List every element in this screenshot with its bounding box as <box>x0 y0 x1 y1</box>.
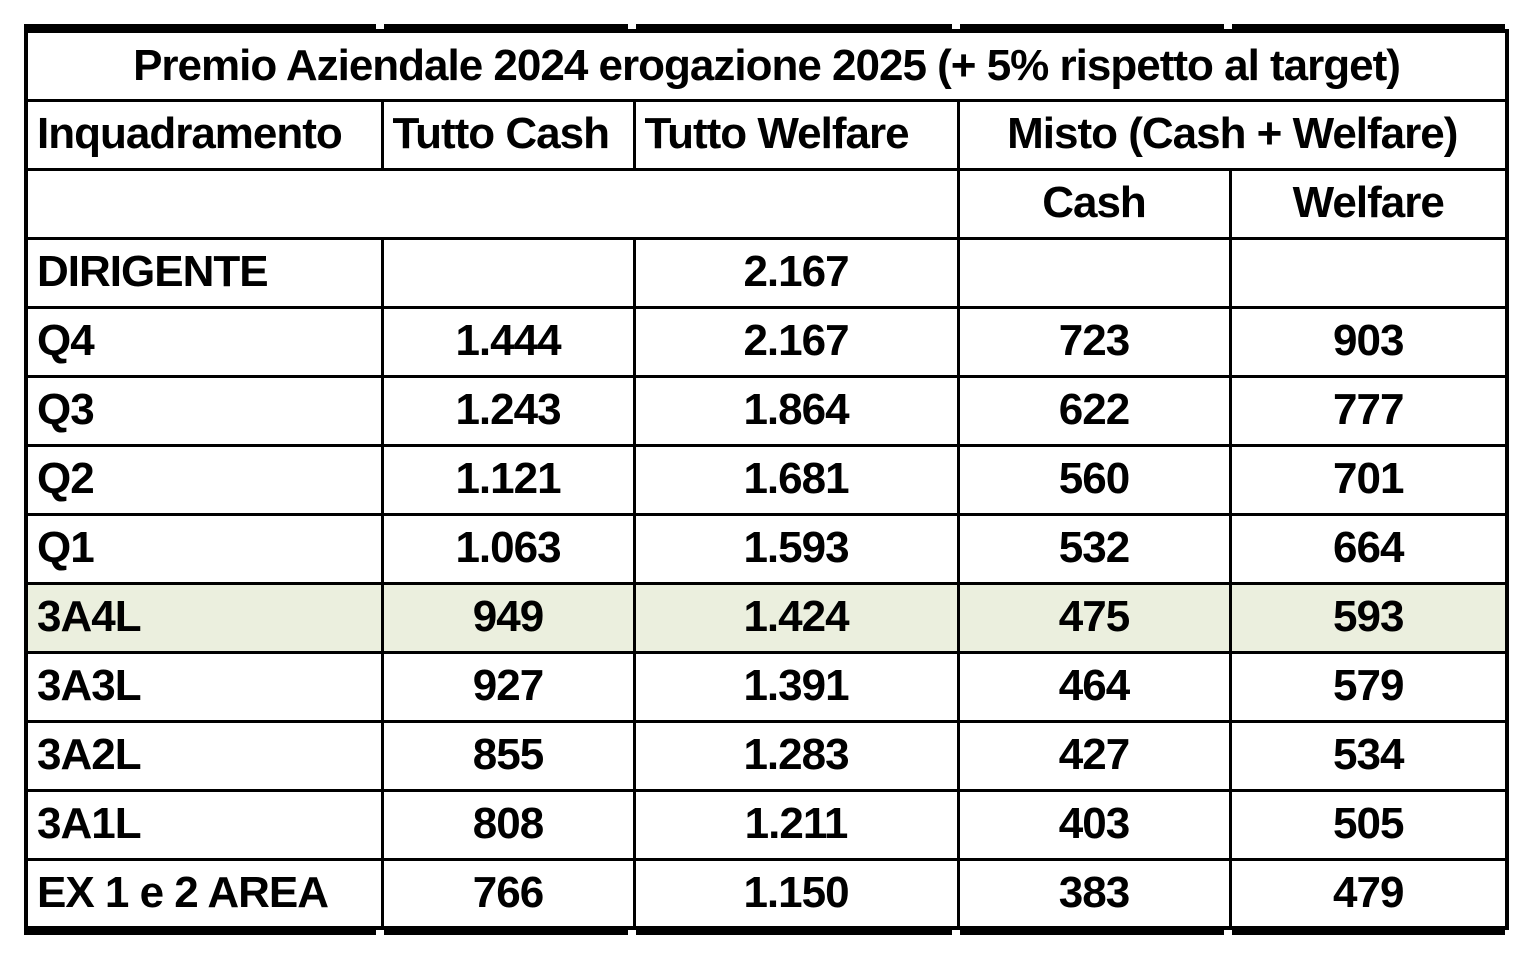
table-row: DIRIGENTE 2.167 <box>24 236 1509 309</box>
cell-misto-welfare: 579 <box>1228 650 1509 723</box>
cell-tutto-welfare: 1.391 <box>632 650 960 723</box>
edge-tick-segment <box>24 24 376 29</box>
cell-tutto-cash: 855 <box>380 719 636 792</box>
edge-tick-segment <box>384 930 628 935</box>
cell-tutto-cash <box>380 236 636 309</box>
premio-aziendale-table: Premio Aziendale 2024 erogazione 2025 (+… <box>24 29 1510 930</box>
cell-tutto-cash: 1.444 <box>380 305 636 378</box>
header-inquadramento: Inquadramento <box>24 98 384 171</box>
cell-misto-cash: 464 <box>956 650 1232 723</box>
row-label: Q3 <box>24 374 384 447</box>
edge-tick-segment <box>1232 24 1505 29</box>
edge-tick-segment <box>384 24 628 29</box>
table-top-edge-ticks <box>24 24 1505 29</box>
row-label: Q2 <box>24 443 384 516</box>
cell-tutto-welfare: 1.424 <box>632 581 960 654</box>
table-row: Q4 1.444 2.167 723 903 <box>24 305 1509 378</box>
cell-misto-cash: 403 <box>956 788 1232 861</box>
edge-tick-segment <box>960 24 1224 29</box>
cell-misto-welfare: 593 <box>1228 581 1509 654</box>
cell-tutto-welfare: 2.167 <box>632 236 960 309</box>
table-row: 3A4L 949 1.424 475 593 <box>24 581 1509 654</box>
subheader-dark-band <box>24 167 960 240</box>
row-label: Q1 <box>24 512 384 585</box>
edge-tick-segment <box>636 930 952 935</box>
cell-misto-welfare: 777 <box>1228 374 1509 447</box>
row-label: 3A1L <box>24 788 384 861</box>
subheader-row: Cash Welfare <box>24 167 1509 240</box>
edge-tick-segment <box>1232 930 1505 935</box>
cell-tutto-cash: 1.243 <box>380 374 636 447</box>
cell-tutto-welfare: 1.681 <box>632 443 960 516</box>
cell-tutto-cash: 766 <box>380 857 636 930</box>
table-row: Q2 1.121 1.681 560 701 <box>24 443 1509 516</box>
cell-misto-welfare: 505 <box>1228 788 1509 861</box>
row-label: 3A3L <box>24 650 384 723</box>
cell-misto-welfare <box>1228 236 1509 309</box>
table-row: 3A2L 855 1.283 427 534 <box>24 719 1509 792</box>
header-row: Inquadramento Tutto Cash Tutto Welfare M… <box>24 98 1509 171</box>
cell-misto-cash: 560 <box>956 443 1232 516</box>
row-label: 3A2L <box>24 719 384 792</box>
table-bottom-edge-ticks <box>24 930 1505 935</box>
row-label: Q4 <box>24 305 384 378</box>
table-row: Q3 1.243 1.864 622 777 <box>24 374 1509 447</box>
header-misto: Misto (Cash + Welfare) <box>956 98 1509 171</box>
cell-misto-cash: 427 <box>956 719 1232 792</box>
cell-misto-welfare: 479 <box>1228 857 1509 930</box>
subheader-welfare: Welfare <box>1228 167 1509 240</box>
table-row: EX 1 e 2 AREA 766 1.150 383 479 <box>24 857 1509 930</box>
table-row: 3A3L 927 1.391 464 579 <box>24 650 1509 723</box>
table-row: Q1 1.063 1.593 532 664 <box>24 512 1509 585</box>
subheader-cash: Cash <box>956 167 1232 240</box>
edge-tick-segment <box>636 24 952 29</box>
cell-tutto-welfare: 1.150 <box>632 857 960 930</box>
cell-misto-cash: 622 <box>956 374 1232 447</box>
cell-misto-welfare: 903 <box>1228 305 1509 378</box>
row-label: EX 1 e 2 AREA <box>24 857 384 930</box>
table-row: 3A1L 808 1.211 403 505 <box>24 788 1509 861</box>
cell-tutto-cash: 1.121 <box>380 443 636 516</box>
cell-misto-cash: 383 <box>956 857 1232 930</box>
cell-misto-welfare: 534 <box>1228 719 1509 792</box>
cell-misto-cash <box>956 236 1232 309</box>
premio-table-region: Premio Aziendale 2024 erogazione 2025 (+… <box>24 24 1510 935</box>
cell-misto-cash: 723 <box>956 305 1232 378</box>
header-tutto-cash: Tutto Cash <box>380 98 636 171</box>
cell-tutto-cash: 927 <box>380 650 636 723</box>
cell-tutto-cash: 1.063 <box>380 512 636 585</box>
cell-tutto-welfare: 1.211 <box>632 788 960 861</box>
cell-tutto-welfare: 1.593 <box>632 512 960 585</box>
cell-misto-welfare: 664 <box>1228 512 1509 585</box>
cell-tutto-cash: 949 <box>380 581 636 654</box>
row-label: 3A4L <box>24 581 384 654</box>
table-body: DIRIGENTE 2.167 Q4 1.444 2.167 723 903 Q… <box>24 236 1509 930</box>
cell-misto-cash: 475 <box>956 581 1232 654</box>
title-row: Premio Aziendale 2024 erogazione 2025 (+… <box>24 29 1509 102</box>
cell-misto-welfare: 701 <box>1228 443 1509 516</box>
cell-tutto-welfare: 2.167 <box>632 305 960 378</box>
cell-tutto-cash: 808 <box>380 788 636 861</box>
row-label: DIRIGENTE <box>24 236 384 309</box>
cell-misto-cash: 532 <box>956 512 1232 585</box>
cell-tutto-welfare: 1.864 <box>632 374 960 447</box>
edge-tick-segment <box>24 930 376 935</box>
header-tutto-welfare: Tutto Welfare <box>632 98 960 171</box>
table-title: Premio Aziendale 2024 erogazione 2025 (+… <box>24 29 1509 102</box>
edge-tick-segment <box>960 930 1224 935</box>
cell-tutto-welfare: 1.283 <box>632 719 960 792</box>
